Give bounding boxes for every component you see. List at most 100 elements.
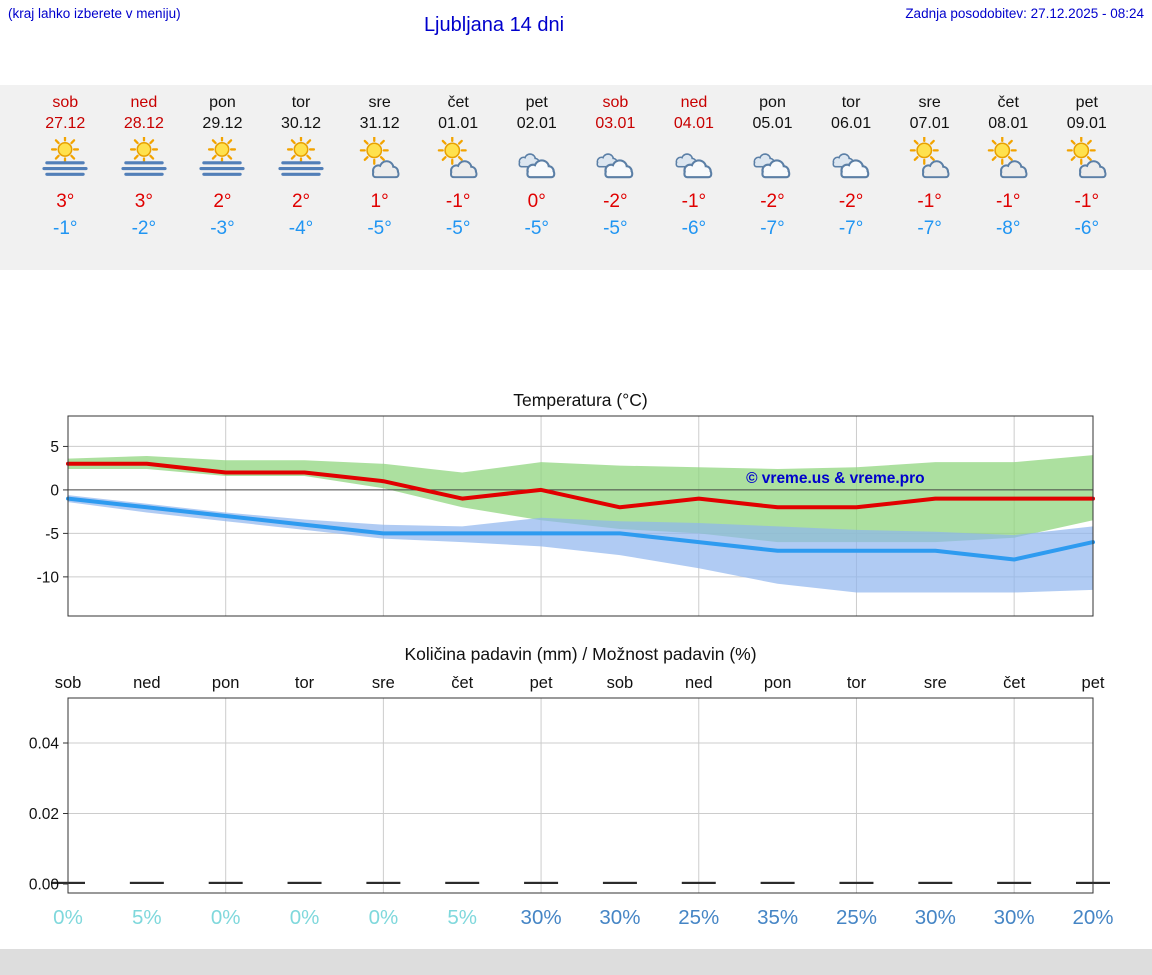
precip-day-label: sob <box>607 674 634 692</box>
day-date: 01.01 <box>438 115 479 132</box>
forecast-day[interactable]: ned 04.01 -1° -6° <box>655 92 734 240</box>
day-low-temp: -5° <box>445 218 471 239</box>
precip-day-label: sre <box>924 674 947 692</box>
sun-cloud-icon <box>419 134 498 184</box>
last-update: Zadnja posodobitev: 27.12.2025 - 08:24 <box>905 6 1144 21</box>
day-name: ned <box>680 94 708 111</box>
day-date: 04.01 <box>673 115 714 132</box>
day-name: sob <box>52 94 79 111</box>
precip-probability-label: 0% <box>369 906 399 929</box>
precip-probability-label: 30% <box>521 906 562 929</box>
footer-bar <box>0 949 1152 975</box>
day-name: sre <box>918 94 941 111</box>
y-axis-label: 0.00 <box>29 877 60 894</box>
precip-day-label: pon <box>212 674 240 692</box>
forecast-day[interactable]: sob 03.01 -2° -5° <box>576 92 655 240</box>
day-date: 07.01 <box>909 115 950 132</box>
day-name: pet <box>1075 94 1098 111</box>
cloudy-icon <box>812 134 891 184</box>
forecast-day[interactable]: pet 02.01 0° -5° <box>497 92 576 240</box>
day-high-temp: 3° <box>134 191 153 212</box>
precip-bar <box>602 881 637 884</box>
precip-day-label: sob <box>55 674 82 692</box>
forecast-days-row: sob 27.12 3° -1° ned 28.12 3° -2° pon 29.12 2° -3° t… <box>0 85 1152 240</box>
day-name: sob <box>602 94 629 111</box>
sun-cloud-icon <box>1048 134 1127 184</box>
y-axis-label: 0.04 <box>29 736 60 753</box>
day-date: 05.01 <box>752 115 793 132</box>
precip-bar <box>760 881 795 884</box>
precip-bar <box>918 881 953 884</box>
day-high-temp: 1° <box>370 191 389 212</box>
y-axis-label: -10 <box>37 569 60 586</box>
day-high-temp: 2° <box>213 191 232 212</box>
y-axis-label: 5 <box>50 439 59 456</box>
day-high-temp: -2° <box>603 191 628 212</box>
forecast-day[interactable]: ned 28.12 3° -2° <box>105 92 184 240</box>
sun-fog-icon <box>26 134 105 184</box>
precip-day-label: tor <box>847 674 867 692</box>
forecast-day[interactable]: sre 07.01 -1° -7° <box>890 92 969 240</box>
sun-fog-icon <box>262 134 341 184</box>
low-range-band <box>68 495 1093 593</box>
precip-probability-label: 30% <box>994 906 1035 929</box>
precip-bar <box>366 881 401 884</box>
forecast-day[interactable]: pet 09.01 -1° -6° <box>1048 92 1127 240</box>
day-name: ned <box>130 94 158 111</box>
forecast-day[interactable]: pon 29.12 2° -3° <box>183 92 262 240</box>
precip-bar <box>445 881 480 884</box>
day-high-temp: 0° <box>527 191 546 212</box>
precipitation-chart: sob ned pon tor sre čet pet sob ned pon tor sre čet p… <box>29 674 1114 929</box>
sun-cloud-icon <box>340 134 419 184</box>
day-high-temp: 3° <box>56 191 75 212</box>
forecast-day[interactable]: tor 30.12 2° -4° <box>262 92 341 240</box>
day-low-temp: -6° <box>681 218 707 239</box>
forecast-day[interactable]: čet 08.01 -1° -8° <box>969 92 1048 240</box>
forecast-day[interactable]: tor 06.01 -2° -7° <box>812 92 891 240</box>
temperature-chart-title: Temperatura (°C) <box>513 390 648 410</box>
low-temp-line <box>66 496 1095 562</box>
day-name: tor <box>291 94 311 111</box>
day-name: pet <box>525 94 548 111</box>
forecast-day[interactable]: sre 31.12 1° -5° <box>340 92 419 240</box>
day-date: 09.01 <box>1066 115 1107 132</box>
precipitation-chart-title: Količina padavin (mm) / Možnost padavin … <box>404 644 757 664</box>
precip-bar <box>997 881 1032 884</box>
forecast-day[interactable]: čet 01.01 -1° -5° <box>419 92 498 240</box>
forecast-day[interactable]: sob 27.12 3° -1° <box>26 92 105 240</box>
precip-probability-label: 0% <box>53 906 83 929</box>
precip-probability-label: 0% <box>211 906 241 929</box>
forecast-day[interactable]: pon 05.01 -2° -7° <box>733 92 812 240</box>
precip-probability-label: 25% <box>836 906 877 929</box>
day-date: 28.12 <box>123 115 164 132</box>
y-axis-label: -5 <box>45 526 59 543</box>
precip-probability-label: 20% <box>1072 906 1113 929</box>
day-low-temp: -8° <box>995 218 1021 239</box>
day-low-temp: -4° <box>288 218 314 239</box>
watermark: © vreme.us & vreme.pro <box>746 470 925 487</box>
forecast-strip: sob 27.12 3° -1° ned 28.12 3° -2° pon 29.12 2° -3° t… <box>0 85 1152 270</box>
page-title: Ljubljana 14 dni <box>423 14 565 36</box>
day-name: pon <box>759 94 786 111</box>
menu-hint[interactable]: (kraj lahko izberete v meniju) <box>8 6 181 21</box>
precip-bar <box>839 881 874 884</box>
precip-day-label: čet <box>1003 674 1025 692</box>
day-date: 27.12 <box>45 115 86 132</box>
sun-fog-icon <box>105 134 184 184</box>
precip-probability-label: 5% <box>132 906 162 929</box>
precip-day-label: ned <box>133 674 161 692</box>
temperature-chart: 5 0 -5 -10 © vreme.us & vreme.pro <box>37 415 1095 617</box>
day-high-temp: -1° <box>445 191 471 212</box>
high-temp-line <box>66 461 1095 510</box>
day-date: 08.01 <box>988 115 1029 132</box>
day-low-temp: -5° <box>524 218 550 239</box>
day-name: čet <box>997 94 1019 111</box>
day-date: 30.12 <box>281 115 322 132</box>
precip-probability-label: 5% <box>447 906 477 929</box>
precip-bar <box>208 881 243 884</box>
plot-border <box>67 415 1094 617</box>
sun-cloud-icon <box>890 134 969 184</box>
day-low-temp: -5° <box>367 218 392 239</box>
cloudy-icon <box>733 134 812 184</box>
day-date: 31.12 <box>359 115 400 132</box>
